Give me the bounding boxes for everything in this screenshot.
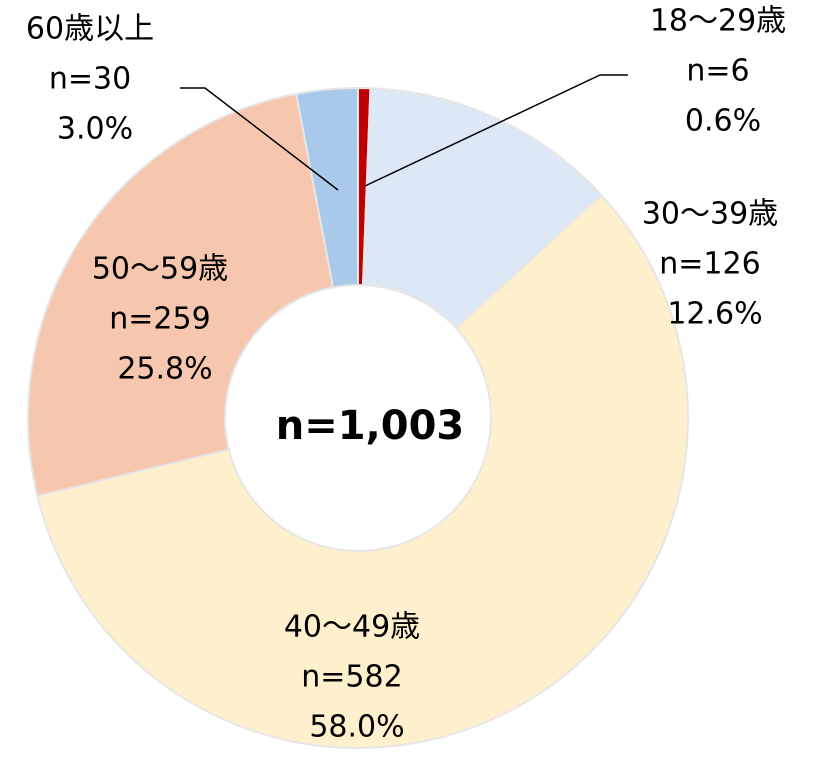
slice <box>294 86 359 289</box>
slice <box>27 92 335 498</box>
slice-percent: 3.0% <box>57 112 133 147</box>
slice-percent: 12.6% <box>667 297 762 332</box>
slice-count: n=259 <box>109 302 210 337</box>
slice-category: 30～39歳 <box>642 197 778 232</box>
slice-category: 40～49歳 <box>284 610 420 645</box>
slice-count: n=126 <box>659 247 760 282</box>
slice-category: 60歳以上 <box>26 12 154 47</box>
slice-count: n=30 <box>49 62 131 97</box>
slice-percent: 25.8% <box>117 352 212 387</box>
slice-percent: 58.0% <box>309 710 404 745</box>
slice <box>361 87 603 330</box>
slice-percent: 0.6% <box>685 104 761 139</box>
slice-count: n=582 <box>301 660 402 695</box>
leader-line <box>180 87 339 191</box>
slice-category: 18～29歳 <box>650 4 786 39</box>
leader-line <box>364 74 628 187</box>
slice <box>36 193 689 749</box>
slice-count: n=6 <box>686 54 749 89</box>
slice-category: 50～59歳 <box>92 252 228 287</box>
center-label: n=1,003 <box>276 403 465 449</box>
